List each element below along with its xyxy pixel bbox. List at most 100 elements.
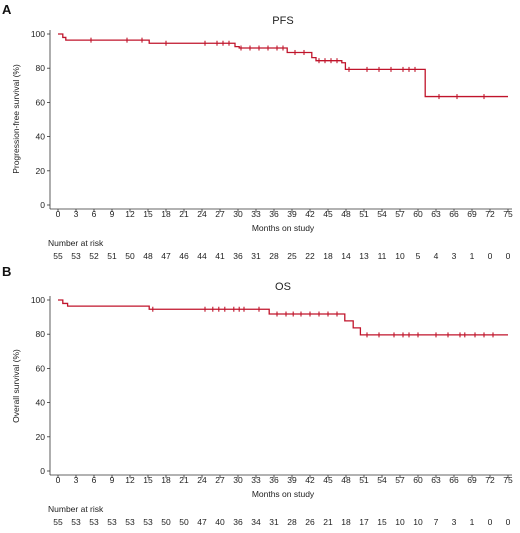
pfs-x-tick-label: 39 [287, 209, 297, 219]
pfs-x-tick-label: 51 [359, 209, 369, 219]
os-x-tick-label: 39 [287, 475, 297, 485]
pfs-x-tick-label: 12 [125, 209, 135, 219]
pfs-y-axis-label: Progression-free survival (%) [11, 64, 21, 174]
pfs-risk-number: 22 [305, 251, 315, 261]
os-risk-number: 0 [488, 517, 493, 527]
pfs-risk-number: 55 [53, 251, 63, 261]
os-x-tick-label: 30 [233, 475, 243, 485]
pfs-risk-number: 1 [470, 251, 475, 261]
os-risk-number: 50 [179, 517, 189, 527]
pfs-risk-number: 41 [215, 251, 225, 261]
os-x-tick-label: 72 [485, 475, 495, 485]
pfs-risk-number: 10 [395, 251, 405, 261]
os-risk-number: 28 [287, 517, 297, 527]
pfs-survival-curve [58, 33, 508, 98]
os-x-tick-label: 60 [413, 475, 423, 485]
os-risk-number: 53 [89, 517, 99, 527]
pfs-risk-number: 28 [269, 251, 279, 261]
os-x-tick-label: 45 [323, 475, 333, 485]
os-chart-title: OS [275, 281, 291, 293]
pfs-risk-number: 25 [287, 251, 297, 261]
pfs-risk-number: 52 [89, 251, 99, 261]
os-risk-number: 7 [434, 517, 439, 527]
pfs-x-tick-label: 3 [74, 209, 79, 219]
pfs-x-tick-label: 6 [92, 209, 97, 219]
os-x-tick-label: 63 [431, 475, 441, 485]
os-x-tick-label: 6 [92, 475, 97, 485]
os-x-tick-label: 75 [503, 475, 513, 485]
os-panel: B OS Overall survival (%) Months on stud… [2, 264, 513, 527]
os-y-tick-label: 40 [36, 398, 46, 408]
pfs-risk-number: 4 [434, 251, 439, 261]
pfs-risk-number: 18 [323, 251, 333, 261]
os-risk-number: 53 [125, 517, 135, 527]
pfs-risk-number: 50 [125, 251, 135, 261]
os-x-tick-label: 69 [467, 475, 477, 485]
pfs-risk-number: 11 [378, 251, 387, 261]
pfs-x-tick-label: 27 [215, 209, 225, 219]
pfs-risk-number: 0 [506, 251, 511, 261]
pfs-x-tick-label: 54 [377, 209, 387, 219]
os-x-tick-label: 0 [56, 475, 61, 485]
os-y-tick-label: 0 [40, 466, 45, 476]
pfs-y-tick-label: 80 [36, 63, 46, 73]
os-risk-number: 26 [305, 517, 315, 527]
pfs-y-tick-label: 40 [36, 132, 46, 142]
os-x-tick-label: 27 [215, 475, 225, 485]
os-risk-number: 1 [470, 517, 475, 527]
os-y-tick-label: 20 [36, 432, 46, 442]
os-risk-number: 40 [215, 517, 225, 527]
pfs-x-tick-label: 60 [413, 209, 423, 219]
pfs-risk-number: 46 [179, 251, 189, 261]
os-x-tick-label: 15 [143, 475, 153, 485]
pfs-x-tick-label: 0 [56, 209, 61, 219]
pfs-x-tick-label: 57 [395, 209, 405, 219]
pfs-number-at-risk-label: Number at risk [48, 238, 104, 248]
os-x-tick-label: 24 [197, 475, 207, 485]
pfs-y-tick-label: 60 [36, 97, 46, 107]
pfs-risk-number: 48 [143, 251, 153, 261]
os-y-tick-label: 100 [31, 295, 45, 305]
os-x-tick-label: 54 [377, 475, 387, 485]
panel-letter-b: B [2, 264, 11, 279]
os-x-tick-label: 51 [359, 475, 369, 485]
os-y-tick-label: 80 [36, 329, 46, 339]
os-x-axis-label: Months on study [252, 489, 315, 499]
pfs-y-tick-label: 20 [36, 166, 46, 176]
os-risk-number: 53 [107, 517, 117, 527]
pfs-x-tick-label: 66 [449, 209, 459, 219]
pfs-panel: A PFS Progression-free survival (%) Mont… [2, 2, 513, 261]
os-risk-number: 36 [233, 517, 243, 527]
os-survival-curve [58, 299, 508, 336]
os-x-tick-label: 36 [269, 475, 279, 485]
os-risk-number: 31 [269, 517, 279, 527]
pfs-x-tick-label: 42 [305, 209, 315, 219]
os-x-tick-label: 18 [161, 475, 171, 485]
os-x-tick-label: 9 [110, 475, 115, 485]
pfs-x-tick-label: 63 [431, 209, 441, 219]
os-risk-number: 10 [413, 517, 423, 527]
pfs-x-tick-label: 9 [110, 209, 115, 219]
pfs-x-tick-label: 30 [233, 209, 243, 219]
os-risk-number: 18 [341, 517, 351, 527]
os-x-tick-label: 33 [251, 475, 261, 485]
pfs-x-tick-label: 36 [269, 209, 279, 219]
pfs-x-tick-label: 48 [341, 209, 351, 219]
pfs-x-tick-label: 24 [197, 209, 207, 219]
os-risk-number: 34 [251, 517, 261, 527]
pfs-x-tick-label: 45 [323, 209, 333, 219]
pfs-risk-number: 44 [197, 251, 207, 261]
pfs-risk-number: 14 [341, 251, 351, 261]
pfs-x-tick-label: 72 [485, 209, 495, 219]
pfs-x-tick-label: 18 [161, 209, 171, 219]
pfs-risk-number: 0 [488, 251, 493, 261]
os-risk-number: 53 [71, 517, 81, 527]
pfs-risk-number: 13 [359, 251, 369, 261]
pfs-x-tick-label: 75 [503, 209, 513, 219]
os-risk-number: 55 [53, 517, 63, 527]
pfs-y-tick-label: 100 [31, 29, 45, 39]
os-x-tick-label: 42 [305, 475, 315, 485]
pfs-x-tick-label: 33 [251, 209, 261, 219]
pfs-risk-number: 51 [107, 251, 117, 261]
